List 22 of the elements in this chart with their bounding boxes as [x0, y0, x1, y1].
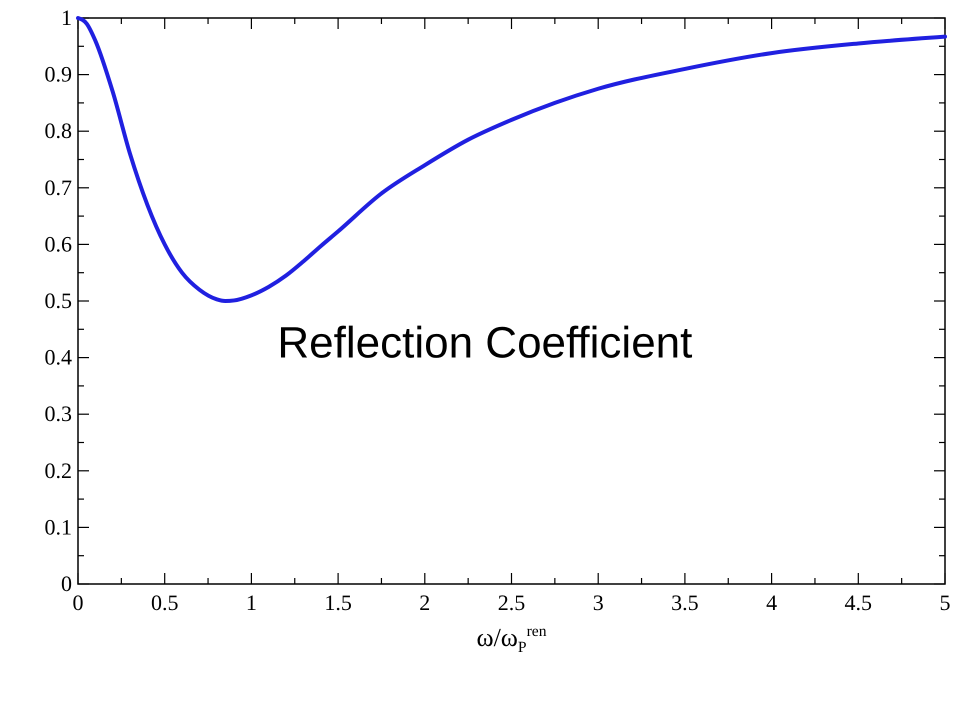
x-tick-label: 0.5 — [150, 590, 178, 615]
x-tick-label: 3.5 — [671, 590, 699, 615]
y-tick-label: 0.6 — [44, 231, 72, 256]
y-tick-label: 1 — [61, 5, 72, 30]
y-tick-label: 0.4 — [44, 344, 72, 370]
y-tick-label: 0.5 — [44, 288, 72, 313]
y-tick-label: 0.7 — [44, 174, 72, 200]
x-tick-label: 4 — [766, 590, 778, 615]
y-tick-label: 0.8 — [44, 118, 72, 144]
y-tick-label: 0.1 — [44, 514, 72, 540]
x-tick-label: 1 — [246, 590, 257, 615]
x-tick-label: 2.5 — [498, 590, 526, 615]
y-tick-label: 0.2 — [44, 458, 72, 483]
y-tick-label: 0 — [61, 571, 72, 596]
x-tick-label: 5 — [940, 590, 950, 615]
x-tick-label: 3 — [592, 590, 604, 615]
y-tick-label: 0.9 — [44, 62, 72, 87]
x-tick-label: 4.5 — [844, 590, 872, 615]
y-tick-label: 0.3 — [44, 401, 72, 426]
x-tick-label: 1.5 — [324, 590, 352, 615]
x-tick-label: 2 — [419, 590, 430, 615]
annotation: Reflection Coefficient — [277, 318, 692, 368]
